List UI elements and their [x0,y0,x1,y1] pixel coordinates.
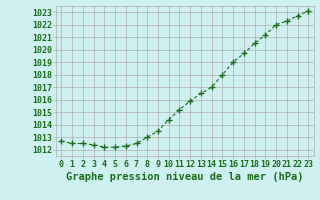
X-axis label: Graphe pression niveau de la mer (hPa): Graphe pression niveau de la mer (hPa) [66,172,304,182]
